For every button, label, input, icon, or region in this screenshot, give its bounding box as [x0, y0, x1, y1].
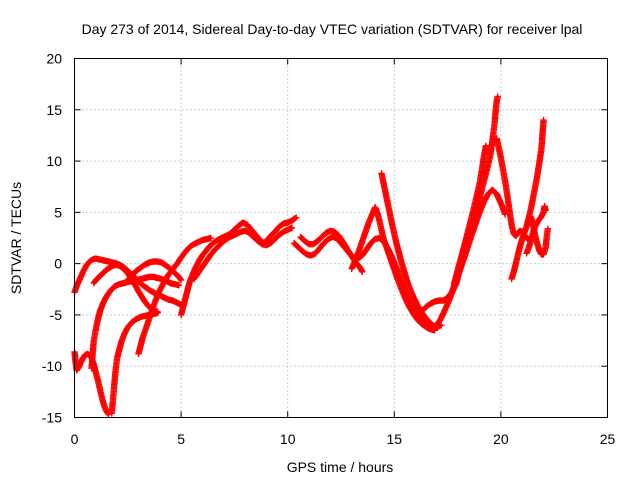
- y-tick-label: -15: [42, 410, 62, 426]
- data-point: [207, 234, 215, 242]
- data-point: [359, 268, 366, 276]
- y-tick-labels: -15 -10 -5 0 5 10 15 20: [42, 51, 62, 426]
- series-track-16: [444, 93, 501, 307]
- series-track-7: [124, 258, 185, 284]
- data-point: [482, 142, 490, 149]
- series-track-20: [523, 203, 549, 257]
- x-tick-label: 15: [387, 431, 403, 447]
- x-tick-label: 0: [71, 431, 79, 447]
- data-point: [288, 224, 296, 231]
- y-axis-label: SDTVAR / TECUs: [8, 182, 24, 294]
- y-tick-label: 20: [46, 51, 62, 67]
- chart-title: Day 273 of 2014, Sidereal Day-to-day VTE…: [82, 21, 583, 37]
- x-tick-label: 25: [600, 431, 616, 447]
- data-point: [544, 225, 552, 232]
- x-tick-labels: 0 5 10 15 20 25: [71, 431, 616, 447]
- x-axis-label: GPS time / hours: [287, 459, 394, 475]
- y-tick-label: 10: [46, 153, 62, 169]
- series-track-21: [527, 213, 552, 258]
- series-track-12: [348, 204, 439, 334]
- data-point: [542, 207, 549, 214]
- x-tick-label: 10: [280, 431, 296, 447]
- data-point: [177, 276, 185, 284]
- series-track-17: [450, 142, 490, 288]
- data-point: [154, 309, 161, 317]
- y-tick-label: 15: [46, 102, 62, 118]
- x-tick-label: 20: [493, 431, 509, 447]
- series-track-10: [290, 233, 443, 332]
- data-point: [175, 281, 183, 289]
- data-point: [105, 411, 112, 418]
- y-tick-label: 5: [54, 204, 62, 220]
- data-point: [293, 214, 300, 221]
- series-track-5: [108, 309, 161, 417]
- data-point: [540, 116, 547, 124]
- y-tick-label: 0: [54, 256, 62, 272]
- data-point: [494, 93, 501, 100]
- series-track-9: [190, 224, 296, 283]
- data-point-fill: [177, 275, 184, 283]
- data-marks: [71, 93, 552, 418]
- series-track-4: [90, 261, 161, 316]
- series-track-18: [493, 135, 532, 243]
- y-tick-label: -5: [50, 307, 63, 323]
- y-tick-label: -10: [42, 358, 62, 374]
- x-tick-label: 5: [177, 431, 185, 447]
- series-track-11: [297, 227, 366, 276]
- plot-frame: [74, 58, 608, 418]
- data-point-fill: [291, 215, 299, 222]
